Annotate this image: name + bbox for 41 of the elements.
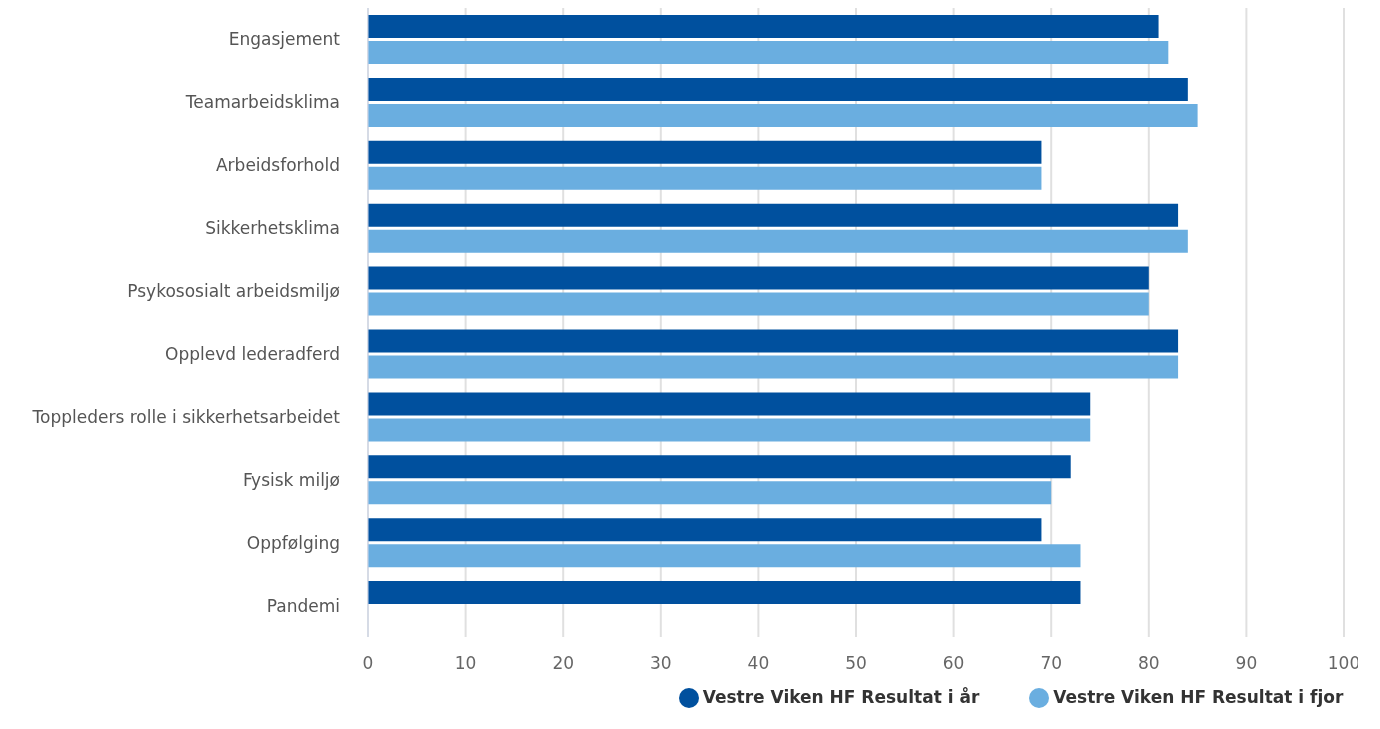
x-tick-label: 30 — [649, 653, 672, 674]
bar — [368, 418, 1091, 442]
legend-label: Vestre Viken HF Resultat i år — [702, 687, 980, 707]
y-tick-label: Arbeidsforhold — [215, 155, 340, 176]
bar — [368, 203, 1179, 227]
x-tick-label: 80 — [1137, 653, 1160, 674]
y-tick-label: Engasjement — [228, 29, 341, 50]
x-tick-label: 0 — [362, 653, 374, 674]
x-tick-label: 70 — [1040, 653, 1063, 674]
bar — [368, 266, 1149, 290]
x-tick-label: 60 — [942, 653, 965, 674]
bar — [368, 518, 1042, 542]
bar — [368, 481, 1052, 505]
bar — [368, 77, 1188, 101]
x-tick-label: 50 — [845, 653, 867, 674]
bar — [368, 140, 1042, 164]
bar — [368, 15, 1159, 38]
bar — [368, 544, 1081, 568]
bar — [368, 355, 1179, 379]
y-tick-label: Psykososialt arbeidsmiljø — [127, 281, 340, 302]
y-tick-label: Sikkerhetsklima — [205, 218, 340, 239]
x-tick-label: 10 — [454, 653, 477, 674]
y-tick-label: Pandemi — [266, 595, 340, 616]
bar — [368, 581, 1081, 605]
bar — [368, 41, 1169, 64]
y-tick-label: Opplevd lederadferd — [165, 343, 340, 364]
legend-label: Vestre Viken HF Resultat i fjor — [1053, 687, 1344, 707]
y-tick-label: Toppleders rolle i sikkerhetsarbeidet — [31, 406, 341, 427]
bar — [368, 229, 1188, 253]
x-tick-label: 20 — [552, 653, 575, 674]
x-tick-label: 90 — [1235, 653, 1258, 674]
y-tick-label: Teamarbeidsklima — [184, 92, 340, 113]
x-tick-label: 40 — [747, 653, 770, 674]
bar — [368, 392, 1091, 416]
bar — [368, 455, 1071, 479]
y-tick-label: Oppfølging — [246, 532, 340, 553]
bar — [368, 103, 1198, 127]
bar — [368, 329, 1179, 353]
y-tick-label: Fysisk miljø — [242, 469, 340, 490]
bar — [368, 292, 1149, 316]
bar — [368, 166, 1042, 190]
